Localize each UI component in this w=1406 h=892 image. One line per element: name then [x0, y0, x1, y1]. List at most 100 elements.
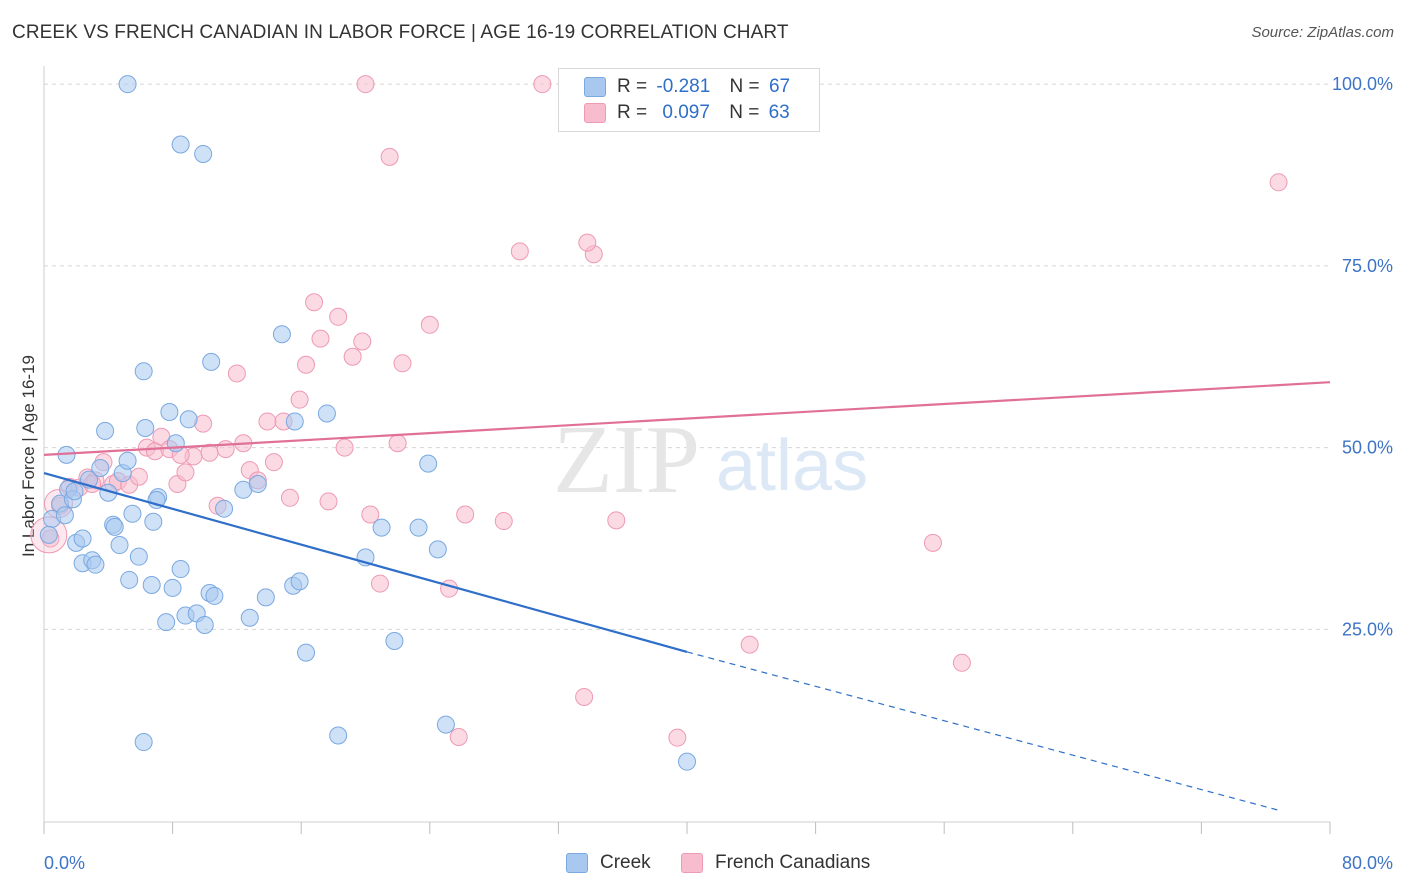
creek-point	[272, 325, 291, 344]
french-canadians-point	[305, 293, 324, 312]
y-tick-label: 100.0%	[1332, 74, 1393, 94]
french-canadians-point	[440, 579, 459, 598]
watermark: ZIP atlas	[553, 406, 868, 514]
creek-point	[160, 403, 179, 422]
creek-point	[194, 144, 213, 163]
french-canadians-point	[510, 242, 529, 261]
creek-point	[385, 631, 404, 650]
chart-title: CREEK VS FRENCH CANADIAN IN LABOR FORCE …	[12, 22, 789, 43]
creek-point	[136, 419, 155, 438]
french-canadians-point	[329, 307, 348, 326]
creek-point	[55, 506, 74, 525]
watermark-atlas: atlas	[716, 426, 868, 506]
creek-point	[39, 525, 58, 544]
creek-point	[134, 733, 153, 752]
french-canadians-point	[740, 635, 759, 654]
creek-r-label: R =	[617, 76, 648, 97]
french-canadians-point	[258, 412, 277, 431]
creek-point	[317, 404, 336, 423]
creek-point	[248, 474, 267, 493]
creek-legend-label: Creek	[600, 852, 651, 873]
creek-r-value: -0.281	[656, 76, 711, 97]
creek-point	[329, 726, 348, 745]
creek-point	[202, 352, 221, 371]
french-canadians-point	[319, 492, 338, 511]
french-canadians-point	[449, 727, 468, 746]
french-canadians-point	[923, 533, 942, 552]
creek-legend-swatch	[566, 853, 588, 873]
creek-point	[290, 572, 309, 591]
bottom-legend-french-canadians: French Canadians	[681, 852, 870, 874]
trend-lines	[43, 381, 1331, 812]
creek-point	[297, 643, 316, 662]
creek-trend-extension	[686, 651, 1282, 812]
creek-point	[96, 421, 115, 440]
french-canadians-point	[129, 467, 148, 486]
french-legend-label: French Canadians	[715, 852, 871, 873]
french-canadians-point	[494, 512, 513, 531]
creek-point	[91, 458, 110, 477]
french-canadians-point	[370, 574, 389, 593]
creek-point	[120, 570, 139, 589]
creek-point	[171, 135, 190, 154]
french-canadians-point	[335, 438, 354, 457]
creek-point	[144, 512, 163, 531]
bottom-legend-creek: Creek	[566, 852, 651, 874]
creek-point	[428, 540, 447, 559]
gridlines	[44, 83, 1330, 630]
creek-point	[123, 504, 142, 523]
french-canadians-point	[952, 653, 971, 672]
creek-point	[409, 518, 428, 537]
french-canadians-point	[264, 453, 283, 472]
french-canadians-point	[311, 329, 330, 348]
creek-point	[118, 75, 137, 94]
french-canadians-point	[290, 390, 309, 409]
french-canadians-point	[420, 315, 439, 334]
french-canadians-point	[578, 233, 597, 252]
creek-point	[195, 616, 214, 635]
creek-point	[65, 482, 84, 501]
french-canadians-point	[533, 75, 552, 94]
creek-point	[134, 362, 153, 381]
french-swatch	[584, 103, 606, 123]
creek-trend-line	[43, 472, 688, 653]
french-canadians-point	[343, 347, 362, 366]
creek-point	[285, 412, 304, 431]
french-n-value: 63	[768, 102, 790, 123]
tick-labels: 25.0% 50.0% 75.0% 100.0% 0.0% 80.0%	[44, 74, 1393, 873]
french-canadians-point	[176, 463, 195, 482]
creek-point	[171, 560, 190, 579]
creek-point	[86, 555, 105, 574]
french-canadians-point	[575, 687, 594, 706]
french-canadians-point	[380, 147, 399, 166]
source-label: Source: ZipAtlas.com	[1251, 24, 1394, 41]
creek-n-value: 67	[768, 76, 791, 97]
creek-point	[215, 499, 234, 518]
french-canadians-point	[361, 505, 380, 524]
creek-point	[419, 454, 438, 473]
x-tick-label-min: 0.0%	[44, 853, 85, 873]
french-canadians-point	[280, 488, 299, 507]
y-tick-label: 75.0%	[1342, 256, 1393, 276]
creek-point	[179, 410, 198, 429]
creek-point	[73, 529, 92, 548]
french-canadians-point	[297, 355, 316, 374]
creek-swatch	[584, 77, 606, 97]
french-canadians-point	[356, 75, 375, 94]
french-canadians-point	[456, 505, 475, 524]
french-r-value: 0.097	[662, 102, 710, 123]
creek-point	[163, 578, 182, 597]
creek-point	[240, 608, 259, 627]
creek-point	[142, 576, 161, 595]
creek-point	[129, 547, 148, 566]
french-legend-swatch	[681, 853, 703, 873]
creek-point	[157, 613, 176, 632]
creek-point	[256, 588, 275, 607]
french-canadians-point	[1269, 173, 1288, 192]
french-n-label: N =	[729, 102, 760, 123]
y-tick-label: 25.0%	[1342, 619, 1393, 639]
creek-point	[372, 518, 391, 537]
creek-point	[110, 536, 129, 555]
series-creek-points	[39, 75, 696, 771]
